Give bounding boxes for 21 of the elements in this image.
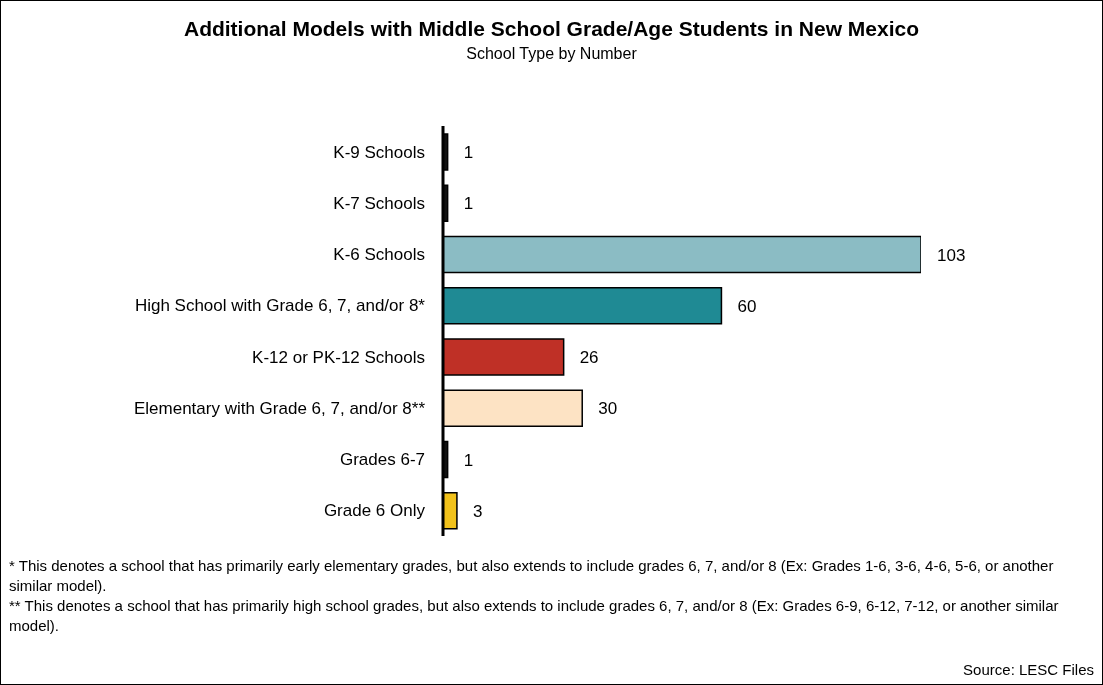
y-tick-label: Grade 6 Only [323,501,426,521]
y-tick-label: K-6 Schools [333,245,425,265]
text: * This denotes a school that has primarily early elementary grades, but also extends to include grades 6, 7, and/or 8 (Ex: Grades 1-6, 3-6, 4-6, 5-6, or another similar model). [9,556,1055,596]
data-label: 103 [937,245,966,265]
data-label: 1 [463,194,474,214]
data-label: 30 [598,399,618,419]
y-tick-label: Grades 6-7 [339,450,425,470]
y-tick-label: K-9 Schools [333,142,425,162]
chart-subtitle: School Type by Number [465,45,638,63]
chart-title: Additional Models with Middle School Grade/Age Students in New Mexico [182,17,921,41]
data-label: 60 [737,296,757,316]
data-label: 1 [463,450,474,470]
y-tick-label: K-12 or PK-12 Schools [252,347,425,367]
data-label: 1 [463,143,474,163]
y-tick-label: High School with Grade 6, 7, and/or 8* [134,296,426,316]
data-label: 26 [579,348,599,368]
data-label: 3 [472,501,483,521]
y-tick-label: K-7 Schools [333,193,425,213]
text: ** This denotes a school that has primarily high school grades, but also extends to include grades 6, 7, and/or 8 (Ex: Grades 6-9, 6-12, 7-12, or another similar model). [9,596,1060,636]
source-note: Source: LESC Files [963,661,1094,678]
y-tick-label: Elementary with Grade 6, 7, and/or 8** [133,398,426,418]
